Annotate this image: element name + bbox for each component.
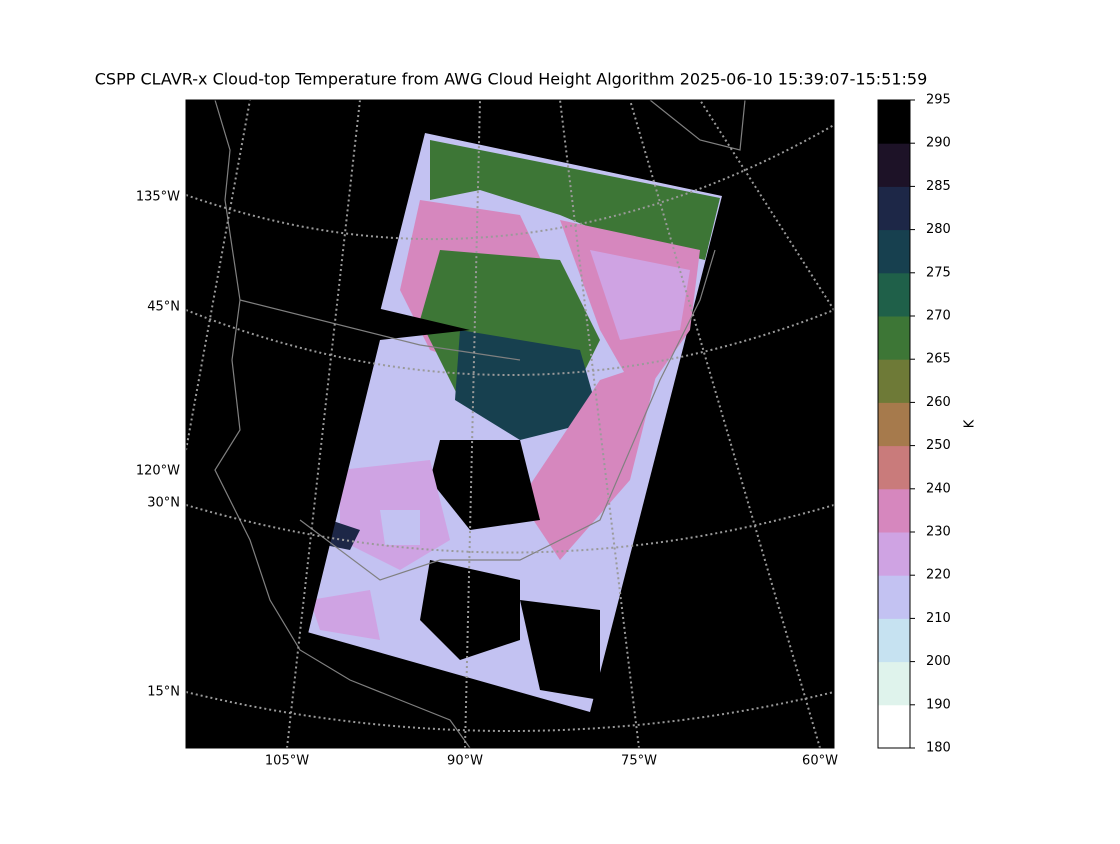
colorbar-segment	[878, 445, 910, 490]
cloud-region	[310, 590, 380, 640]
border	[239, 299, 521, 361]
clear-region	[420, 560, 520, 660]
colorbar-segment	[878, 575, 910, 619]
graticule	[464, 100, 481, 748]
colorbar-tick-label: 230	[926, 525, 951, 540]
colorbar-segment	[878, 661, 910, 706]
colorbar-label: K	[963, 419, 978, 428]
colorbar-segment	[878, 229, 910, 274]
colorbar-tick-label: 295	[926, 93, 951, 108]
colorbar-segment	[878, 359, 910, 403]
colorbar-tick-label: 200	[926, 654, 951, 669]
map: 135°W 45°N 120°W 30°N 15°N 105°W 90°W 75…	[136, 99, 838, 769]
graticule	[286, 100, 361, 748]
coastline	[299, 249, 716, 581]
lon-label: 60°W	[802, 754, 838, 769]
lat-label: 45°N	[147, 300, 180, 315]
colorbar-segment	[878, 402, 910, 447]
colorbar-segment	[878, 186, 910, 231]
map-frame	[185, 99, 835, 749]
colorbar-segment	[878, 272, 910, 317]
coastline	[214, 100, 471, 748]
lon-label: 105°W	[265, 754, 309, 769]
cloud-region	[455, 330, 600, 440]
coastline	[649, 100, 746, 151]
lat-label: 15°N	[147, 685, 180, 700]
cloud-region	[590, 250, 690, 340]
colorbar-segment	[878, 100, 910, 144]
colorbar-tick-label: 240	[926, 481, 951, 496]
colorbar-tick-label: 180	[926, 741, 951, 756]
lon-label: 90°W	[447, 754, 483, 769]
graticule	[186, 100, 251, 451]
colorbar-segment	[878, 143, 910, 187]
cloud-region	[430, 140, 720, 260]
lat-label: 120°W	[136, 464, 180, 479]
colorbar-segment	[878, 488, 910, 533]
colorbar-tick-label: 210	[926, 611, 951, 626]
colorbar-segment	[878, 316, 910, 360]
colorbar-tick-label: 285	[926, 179, 951, 194]
clear-region	[520, 600, 600, 700]
lat-label: 135°W	[136, 190, 180, 205]
clear-region	[430, 440, 540, 530]
graticule	[699, 100, 834, 311]
colorbar-tick-label: 220	[926, 568, 951, 583]
colorbar: K 180 190 200 210 220 230 240 250 260 265 270 275 28…	[877, 93, 978, 756]
colorbar-segment	[878, 618, 910, 663]
colorbar-tick-label: 280	[926, 222, 951, 237]
colorbar-segment	[878, 532, 910, 576]
graticule	[559, 100, 640, 748]
colorbar-tick-label: 260	[926, 395, 951, 410]
cloud-region	[520, 360, 660, 560]
colorbar-tick-label: 250	[926, 438, 951, 453]
colorbar-tick-label: 265	[926, 352, 951, 367]
title: CSPP CLAVR-x Cloud-top Temperature from …	[95, 70, 928, 89]
colorbar-frame	[877, 99, 911, 749]
map-content	[186, 100, 834, 748]
colorbar-tick-label: 270	[926, 309, 951, 324]
graticule	[186, 124, 834, 241]
graticule	[186, 691, 834, 732]
colorbar-tick-label: 275	[926, 265, 951, 280]
colorbar-tick-label: 290	[926, 136, 951, 151]
colorbar-segment	[878, 704, 910, 749]
cloud-region	[380, 510, 420, 545]
clear-sky	[186, 100, 470, 748]
colorbar-tick-label: 190	[926, 697, 951, 712]
lat-label: 30°N	[147, 496, 180, 511]
lon-label: 75°W	[621, 754, 657, 769]
